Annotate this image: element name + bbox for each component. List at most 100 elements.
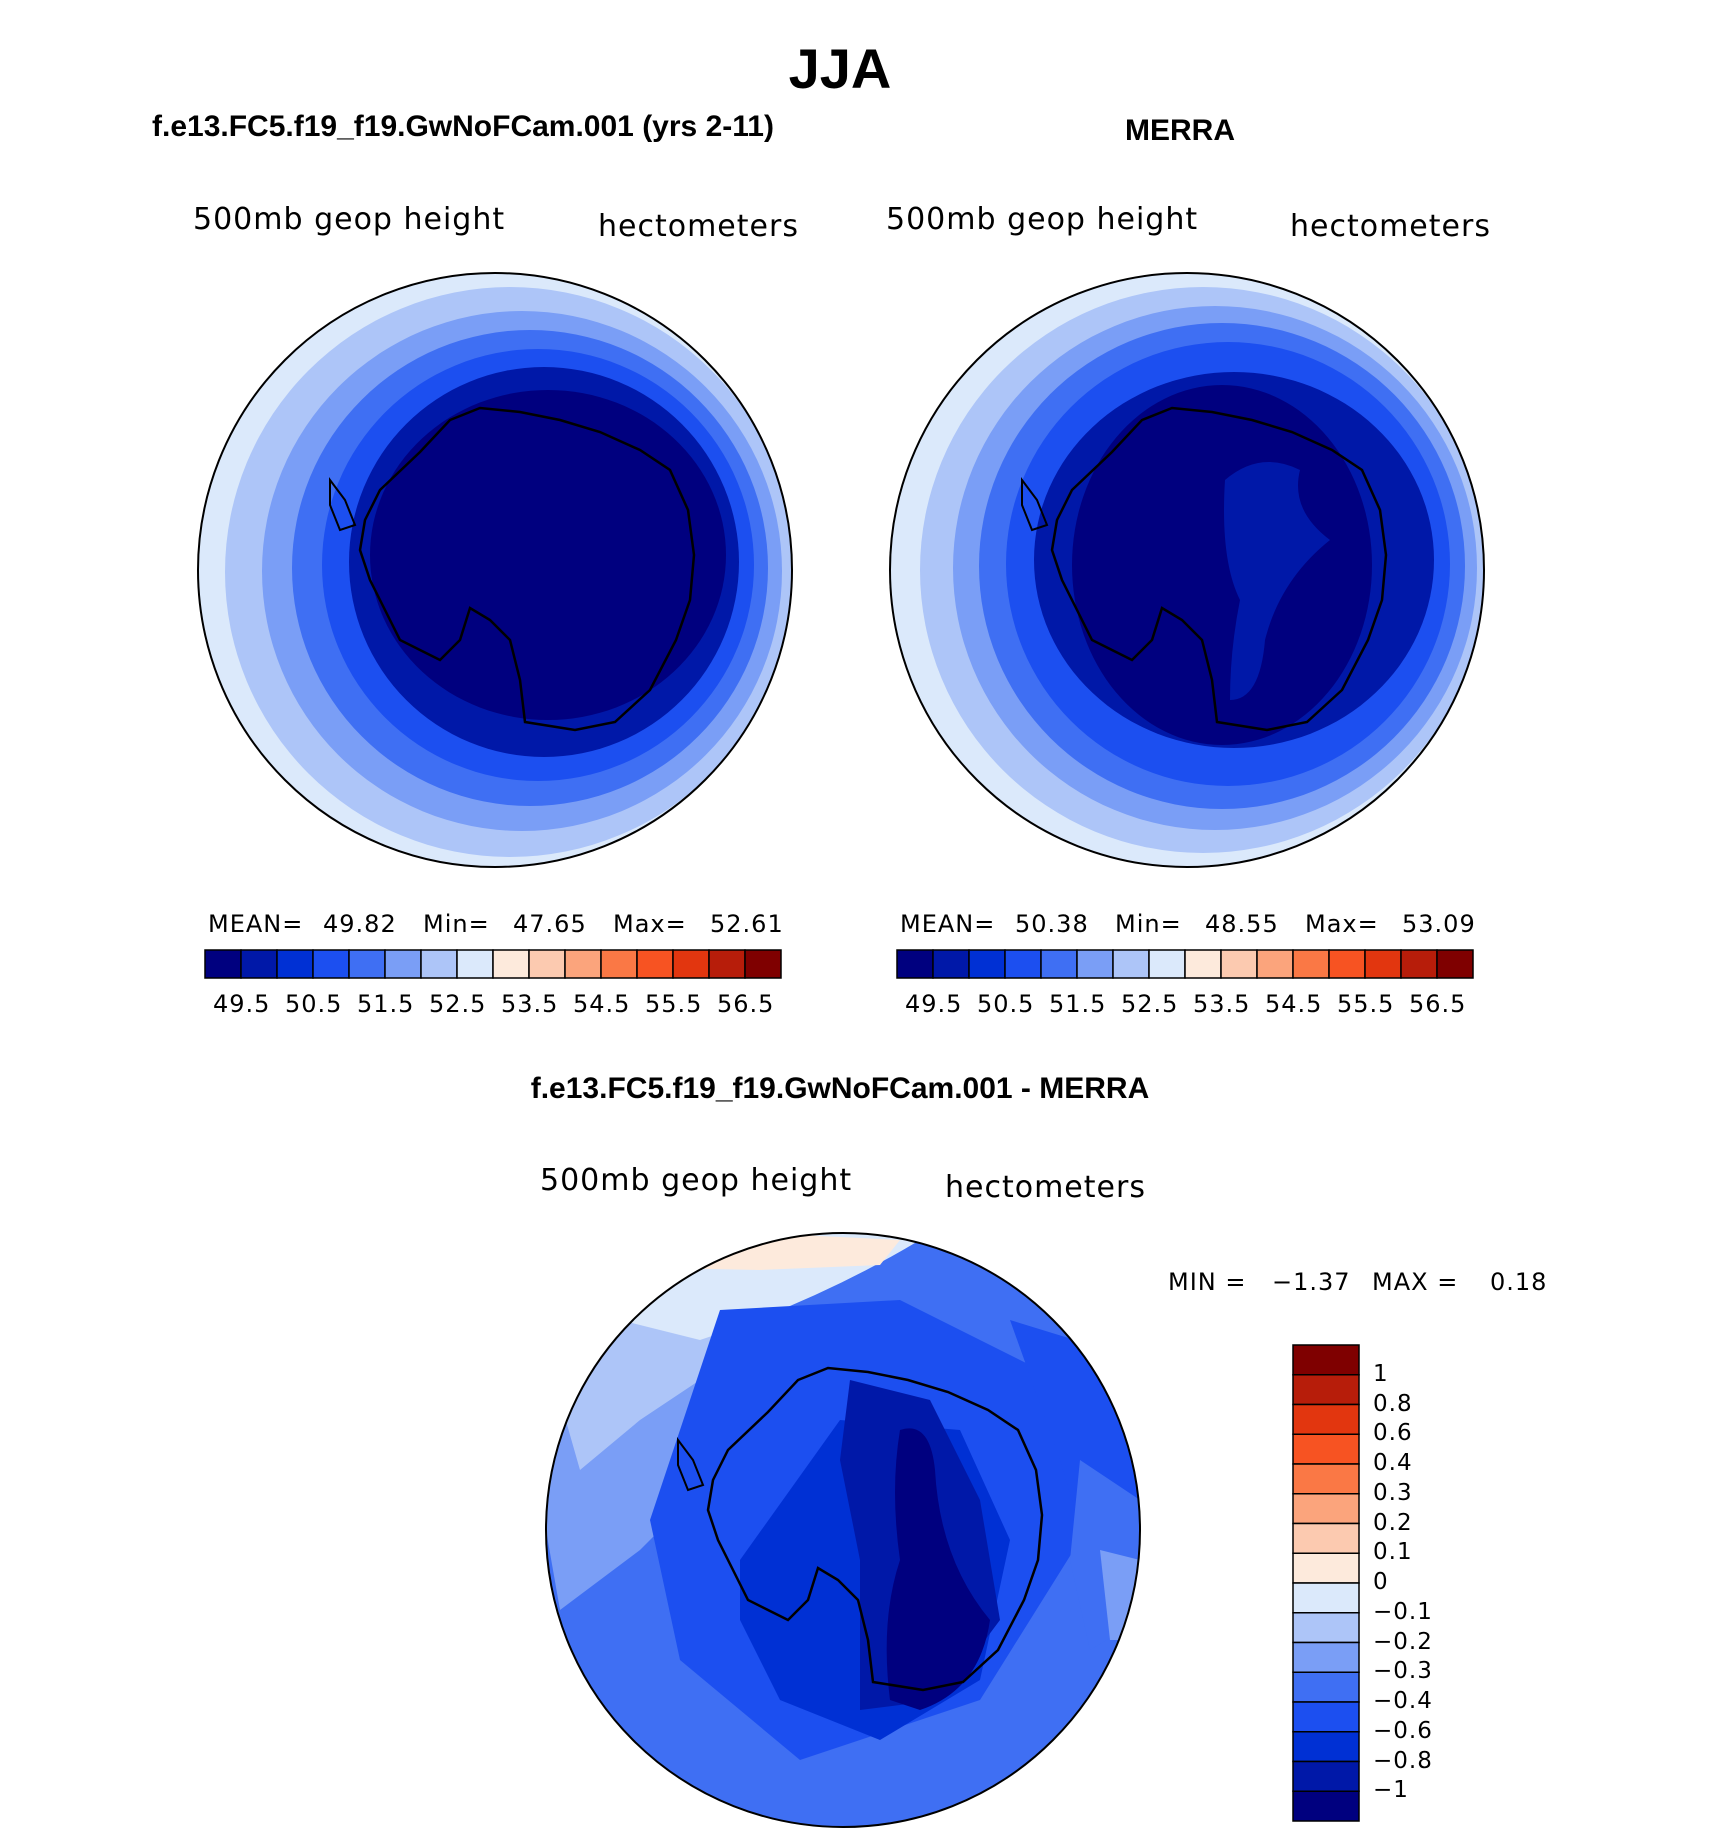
colorbar-segment — [600, 949, 638, 979]
panel1-max-label: Max= — [613, 910, 687, 938]
colorbar-segment — [896, 949, 934, 979]
panel2-max-value: 53.09 — [1402, 910, 1476, 938]
legend-label: −0.2 — [1373, 1628, 1433, 1655]
difference-min-label: MIN = — [1168, 1268, 1247, 1296]
legend-label: 0.2 — [1373, 1509, 1413, 1536]
legend-label: −0.6 — [1373, 1717, 1433, 1744]
colorbar-segment — [932, 949, 970, 979]
legend-segment — [1292, 1493, 1360, 1525]
colorbar-segment — [708, 949, 746, 979]
panel1-field-label: 500mb geop height — [193, 202, 506, 237]
difference-max-value: 0.18 — [1490, 1268, 1548, 1296]
colorbar-segment — [1040, 949, 1078, 979]
colorbar-segment — [1436, 949, 1474, 979]
legend-label: −0.1 — [1373, 1598, 1433, 1625]
colorbar-segment — [1148, 949, 1186, 979]
panel1-min-label: Min= — [423, 910, 490, 938]
legend-label: 0.4 — [1373, 1450, 1413, 1476]
map-difference — [546, 1233, 1140, 1827]
colorbar-segment — [456, 949, 494, 979]
legend-label: 0.1 — [1373, 1539, 1413, 1566]
colorbar-segment — [1076, 949, 1114, 979]
colorbar-segment — [420, 949, 458, 979]
difference-field-label: 500mb geop height — [540, 1163, 853, 1198]
colorbar-tick-label: 52.5 — [429, 990, 487, 1018]
colorbar-tick-label: 50.5 — [285, 990, 343, 1018]
legend-segment — [1292, 1701, 1360, 1733]
panel2-min-label: Min= — [1115, 910, 1182, 938]
colorbar-segment — [348, 949, 386, 979]
panel1-mean-value: 49.82 — [323, 910, 397, 938]
legend-segment — [1292, 1671, 1360, 1703]
difference-legend — [1292, 1344, 1360, 1822]
difference-max-label: MAX = — [1372, 1268, 1459, 1296]
colorbar-tick-label: 52.5 — [1121, 990, 1179, 1018]
colorbar-tick-label: 51.5 — [1049, 990, 1107, 1018]
colorbar-segment — [528, 949, 566, 979]
colorbar-segment — [1256, 949, 1294, 979]
colorbar-segment — [968, 949, 1006, 979]
legend-segment — [1292, 1374, 1360, 1406]
map-merra — [890, 273, 1484, 867]
colorbar-segment — [1292, 949, 1330, 979]
panel2-max-label: Max= — [1305, 910, 1379, 938]
colorbar-segment — [384, 949, 422, 979]
colorbar-segment — [1328, 949, 1366, 979]
panel1-mean-label: MEAN= — [208, 910, 304, 938]
colorbar-segment — [492, 949, 530, 979]
panel2-field-label: 500mb geop height — [886, 202, 1199, 237]
colorbar-segment — [672, 949, 710, 979]
colorbar-segment — [636, 949, 674, 979]
legend-segment — [1292, 1344, 1360, 1376]
colorbar-tick-label: 53.5 — [501, 990, 559, 1018]
colorbar-tick-label: 54.5 — [1265, 990, 1323, 1018]
antarctica-coast-3 — [706, 1366, 1044, 1692]
panel2-units: hectometers — [1290, 209, 1491, 244]
colorbar-segment — [1364, 949, 1402, 979]
legend-label: −1 — [1373, 1777, 1409, 1804]
colorbar-tick-label: 53.5 — [1193, 990, 1251, 1018]
colorbar-segment — [1400, 949, 1438, 979]
legend-label: 0 — [1373, 1569, 1389, 1595]
colorbar-tick-label: 55.5 — [645, 990, 703, 1018]
legend-label: −0.8 — [1373, 1747, 1433, 1774]
colorbar-tick-label: 50.5 — [977, 990, 1035, 1018]
colorbar-segment — [1220, 949, 1258, 979]
panel-title-model: f.e13.FC5.f19_f19.GwNoFCam.001 (yrs 2-11… — [152, 110, 774, 143]
legend-segment — [1292, 1582, 1360, 1614]
legend-label: 0.8 — [1373, 1390, 1413, 1417]
difference-units: hectometers — [945, 1170, 1146, 1205]
main-title: JJA — [788, 37, 892, 100]
colorbar-segment — [312, 949, 350, 979]
legend-label: 0.3 — [1373, 1479, 1413, 1506]
colorbar-segment — [744, 949, 782, 979]
legend-label: −0.4 — [1373, 1688, 1433, 1714]
colorbar-segment — [240, 949, 278, 979]
colorbar-tick-label: 49.5 — [213, 990, 271, 1018]
colorbar-segment — [276, 949, 314, 979]
colorbar-tick-label: 49.5 — [905, 990, 963, 1018]
colorbar-tick-label: 56.5 — [1409, 990, 1467, 1018]
legend-label: 1 — [1373, 1360, 1389, 1387]
legend-segment — [1292, 1731, 1360, 1763]
legend-segment — [1292, 1641, 1360, 1673]
colorbar-tick-label: 51.5 — [357, 990, 415, 1018]
legend-segment — [1292, 1612, 1360, 1644]
legend-segment — [1292, 1403, 1360, 1435]
panel1-max-value: 52.61 — [710, 910, 784, 938]
colorbar-segment — [564, 949, 602, 979]
panel2-min-value: 48.55 — [1205, 910, 1279, 938]
antarctica-coast-1 — [358, 406, 696, 732]
difference-min-value: −1.37 — [1272, 1268, 1351, 1296]
colorbar-tick-label: 55.5 — [1337, 990, 1395, 1018]
legend-label: −0.3 — [1373, 1658, 1433, 1685]
legend-segment — [1292, 1522, 1360, 1554]
legend-segment — [1292, 1760, 1360, 1792]
legend-segment — [1292, 1790, 1360, 1822]
legend-label: 0.6 — [1373, 1420, 1413, 1447]
difference-title: f.e13.FC5.f19_f19.GwNoFCam.001 - MERRA — [530, 1072, 1150, 1105]
colorbar-segment — [204, 949, 242, 979]
legend-segment — [1292, 1463, 1360, 1495]
colorbar-segment — [1112, 949, 1150, 979]
